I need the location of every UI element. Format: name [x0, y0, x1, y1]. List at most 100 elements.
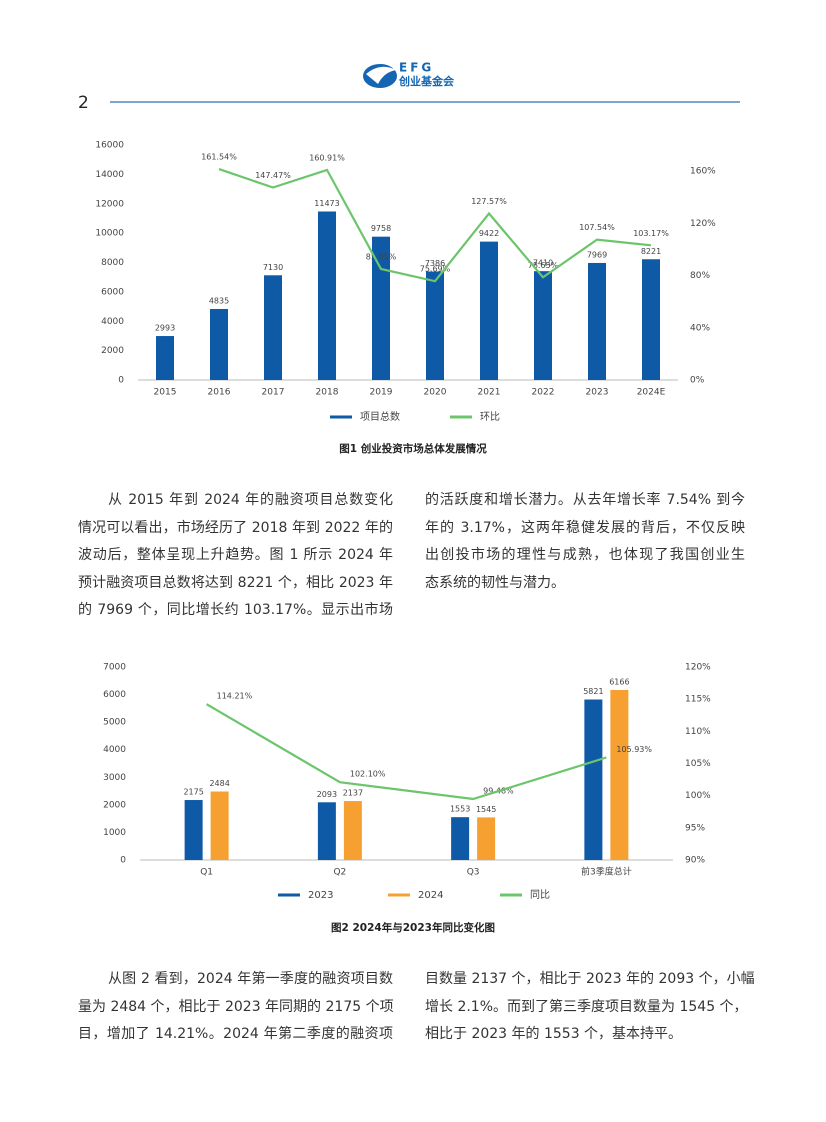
legend-label: 项目总数 — [360, 410, 400, 423]
x-tick-label: 2021 — [478, 388, 501, 398]
x-tick-label: Q3 — [467, 868, 480, 878]
bar — [426, 271, 444, 380]
y-tick-label: 16000 — [95, 141, 124, 151]
y-tick-label: 8000 — [101, 258, 124, 268]
x-tick-label: Q2 — [333, 868, 346, 878]
x-tick-label: 2024E — [637, 388, 666, 398]
legend-label: 同比 — [530, 889, 550, 901]
y-tick-label: 6000 — [103, 690, 126, 700]
text-line: 目，增加了 14.21%。2024 年第二季度的融资项 — [78, 1026, 393, 1042]
bar-value-label: 2175 — [183, 788, 203, 797]
bar-value-label: 11473 — [314, 199, 339, 208]
text-line: 情况可以看出，市场经历了 2018 年到 2022 年的 — [78, 519, 393, 536]
y2-tick-label: 110% — [685, 727, 711, 737]
bar — [264, 275, 282, 380]
figure-caption: 图2 2024年与2023年同比变化图 — [331, 921, 495, 934]
line-value-label: 105.93% — [616, 745, 652, 754]
x-tick-label: 2022 — [532, 388, 555, 398]
y2-tick-label: 120% — [685, 663, 711, 673]
line-value-label: 103.17% — [633, 229, 669, 238]
bar — [451, 817, 470, 860]
line-value-label: 161.54% — [201, 153, 237, 162]
y-tick-label: 2000 — [103, 800, 126, 810]
bar — [584, 699, 603, 860]
line-value-label: 127.57% — [471, 197, 507, 206]
line-value-label: 78.65% — [528, 261, 559, 270]
y-tick-label: 10000 — [95, 229, 124, 239]
bar-value-label: 7410 — [533, 259, 553, 268]
bar — [642, 259, 660, 380]
text-column: 目数量 2137 个，相比于 2023 年的 2093 个，小幅 增长 2.1%。… — [425, 966, 755, 1049]
y2-tick-label: 95% — [685, 823, 705, 833]
legend-label: 2024 — [418, 890, 443, 901]
text-line: 态系统的韧性与潜力。 — [425, 574, 565, 591]
y2-tick-label: 100% — [685, 791, 711, 801]
bar — [210, 791, 229, 860]
bar-value-label: 9758 — [371, 224, 391, 233]
bar — [318, 211, 336, 380]
chart: 0 2000 4000 6000 8000 10000 12000 14000 16000 0% 4… — [95, 141, 716, 456]
y-tick-label: 2000 — [101, 346, 124, 356]
bar-value-label: 7386 — [425, 259, 445, 268]
x-tick-label: 2019 — [370, 388, 393, 398]
y2-tick-label: 0% — [690, 376, 705, 386]
logo-subtitle: 创业基金会 — [398, 74, 455, 88]
text-line: 目数量 2137 个，相比于 2023 年的 2093 个，小幅 — [425, 971, 755, 987]
text-line: 量为 2484 个，相比于 2023 年同期的 2175 个项 — [78, 998, 394, 1015]
text-line: 增长 2.1%。而到了第三季度项目数量为 1545 个， — [425, 998, 748, 1015]
text-line: 从图 2 看到，2024 年第一季度的融资项目数 — [108, 971, 393, 987]
bar-value-label: 2137 — [343, 789, 363, 798]
line-value-label: 114.21% — [217, 692, 253, 701]
text-column: 的活跃度和增长潜力。从去年增长率 7.54% 到今 年的 3.17%，这两年稳健发… — [425, 487, 745, 597]
text-line: 波动后，整体呈现上升趋势。图 1 所示 2024 年 — [78, 547, 393, 563]
text-line: 年的 3.17%，这两年稳健发展的背后，不仅反映 — [425, 519, 745, 536]
y-tick-label: 0 — [120, 856, 126, 866]
y-tick-label: 3000 — [103, 773, 126, 783]
x-tick-label: Q1 — [200, 868, 213, 878]
y-tick-label: 6000 — [101, 287, 124, 297]
bar-value-label: 2484 — [209, 779, 229, 788]
x-tick-label: 2023 — [586, 388, 609, 398]
y-tick-label: 12000 — [95, 199, 124, 209]
line-value-label: 75.69% — [420, 265, 451, 274]
line-value-label: 160.91% — [309, 153, 345, 162]
text-line: 预计融资项目总数将达到 8221 个，相比 2023 年 — [78, 574, 393, 591]
text-line: 从 2015 年到 2024 年的融资项目总数变化 — [108, 492, 393, 508]
x-tick-label: 2018 — [316, 388, 339, 398]
bar-value-label: 7969 — [587, 250, 607, 259]
text-column: 从图 2 看到，2024 年第一季度的融资项目数量为 2484 个，相比于 20… — [78, 966, 394, 1049]
y-tick-label: 5000 — [103, 718, 126, 728]
logo-text: EFG — [399, 61, 434, 75]
bar-value-label: 7130 — [263, 263, 283, 272]
line-value-label: 107.54% — [579, 223, 615, 232]
y2-tick-label: 40% — [690, 323, 710, 333]
x-tick-label: 2015 — [154, 388, 177, 398]
y-tick-label: 14000 — [95, 170, 124, 180]
bar-value-label: 1545 — [476, 805, 496, 814]
bar-value-label: 1553 — [450, 805, 470, 814]
text-line: 的活跃度和增长潜力。从去年增长率 7.54% 到今 — [425, 492, 745, 508]
bar-value-label: 2093 — [317, 790, 337, 799]
y-tick-label: 4000 — [103, 745, 126, 755]
bar — [184, 800, 203, 860]
y-tick-label: 1000 — [103, 828, 126, 838]
y-tick-label: 7000 — [103, 663, 126, 673]
page-number: 2 — [78, 93, 89, 113]
line — [218, 168, 652, 283]
bar — [317, 802, 336, 860]
bar — [477, 817, 496, 860]
bar-value-label: 8221 — [641, 247, 661, 256]
text-column: 从 2015 年到 2024 年的融资项目总数变化情况可以看出，市场经历了 20… — [78, 487, 393, 625]
logo: EFG 创业基金会 — [363, 61, 455, 88]
y2-tick-label: 115% — [685, 695, 711, 705]
bar-value-label: 6166 — [609, 677, 629, 686]
legend-label: 环比 — [480, 411, 500, 423]
x-tick-label: 前3季度总计 — [581, 866, 632, 878]
y-tick-label: 4000 — [101, 317, 124, 327]
legend-label: 2023 — [308, 890, 333, 901]
bar-value-label: 2993 — [155, 324, 175, 333]
line-value-label: 85.05% — [366, 252, 397, 261]
